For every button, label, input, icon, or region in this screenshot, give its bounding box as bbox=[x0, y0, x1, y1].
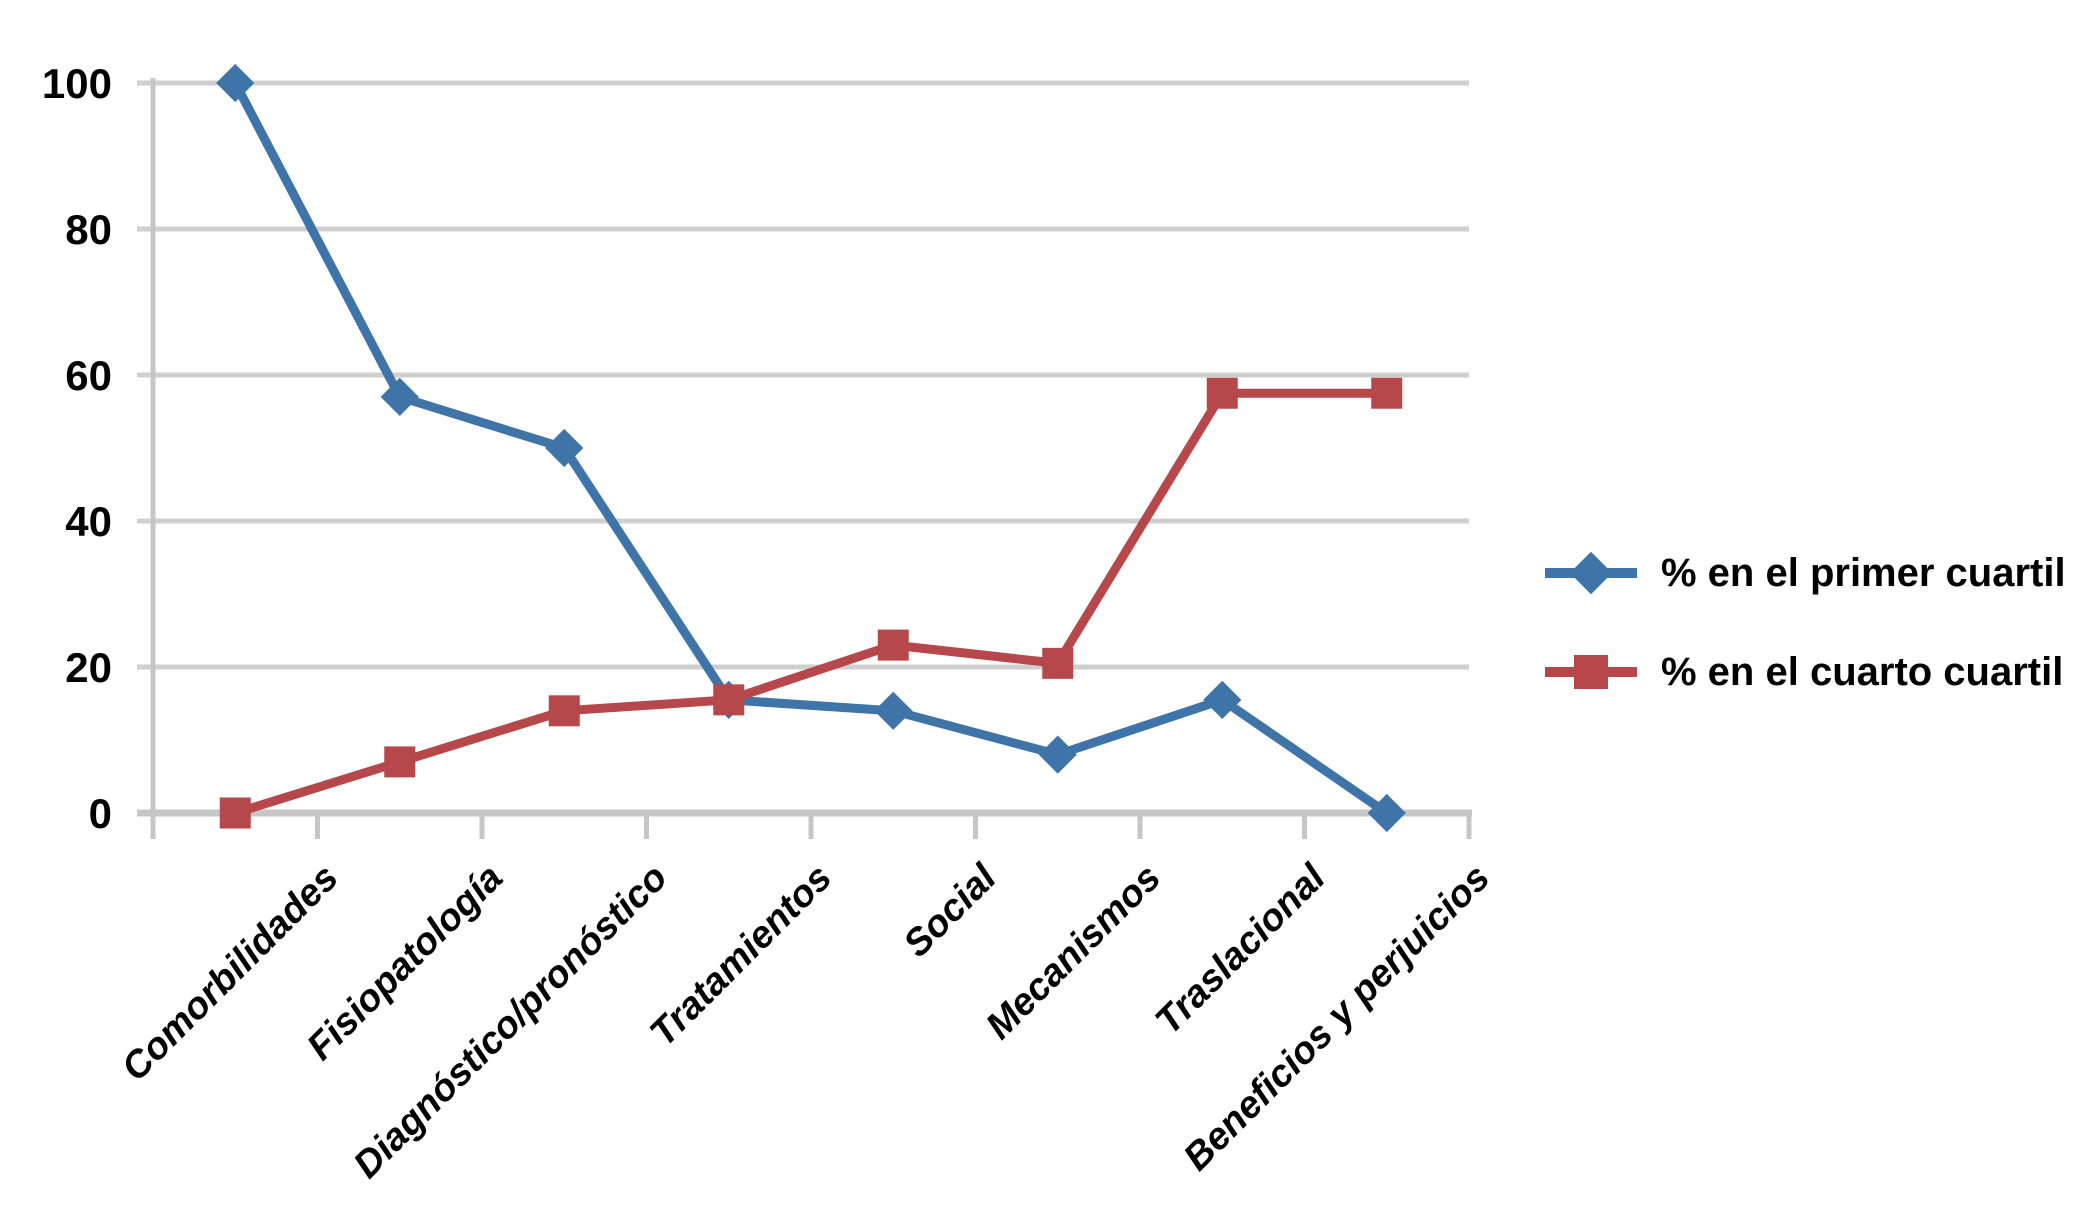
data-point-diamond bbox=[380, 377, 419, 416]
y-axis-label: 100 bbox=[42, 60, 112, 107]
data-point-square bbox=[219, 797, 251, 829]
data-point-square bbox=[1206, 377, 1238, 409]
x-axis-label: Mecanismos bbox=[978, 857, 1169, 1048]
data-point-diamond bbox=[874, 691, 913, 730]
data-point-square bbox=[1042, 647, 1074, 679]
y-axis-label: 20 bbox=[65, 644, 112, 691]
data-point-diamond bbox=[1367, 793, 1406, 833]
series-line-primer bbox=[231, 80, 1390, 817]
x-axis-label: Diagnóstico/pronóstico bbox=[346, 857, 676, 1187]
y-axis-label: 40 bbox=[65, 498, 112, 545]
x-axis-label: Beneficios y perjuicios bbox=[1176, 857, 1498, 1179]
data-point-square bbox=[384, 746, 416, 778]
data-point-square bbox=[1371, 377, 1403, 409]
y-axis-label: 60 bbox=[65, 352, 112, 399]
x-axis-label: Traslacional bbox=[1148, 856, 1335, 1043]
series-line-cuarto bbox=[233, 388, 1387, 818]
data-point-diamond bbox=[1038, 735, 1077, 774]
y-axis-label: 80 bbox=[65, 206, 112, 253]
data-point-diamond bbox=[1203, 680, 1242, 719]
data-point-diamond bbox=[545, 428, 584, 468]
data-point-square bbox=[548, 695, 580, 727]
x-axis-label: Comorbilidades bbox=[114, 857, 347, 1090]
x-axis-label: Social bbox=[896, 856, 1006, 966]
data-point-diamond bbox=[216, 63, 255, 103]
y-axis-label: 0 bbox=[89, 790, 112, 837]
data-point-square bbox=[713, 684, 745, 716]
data-point-square bbox=[877, 629, 909, 661]
